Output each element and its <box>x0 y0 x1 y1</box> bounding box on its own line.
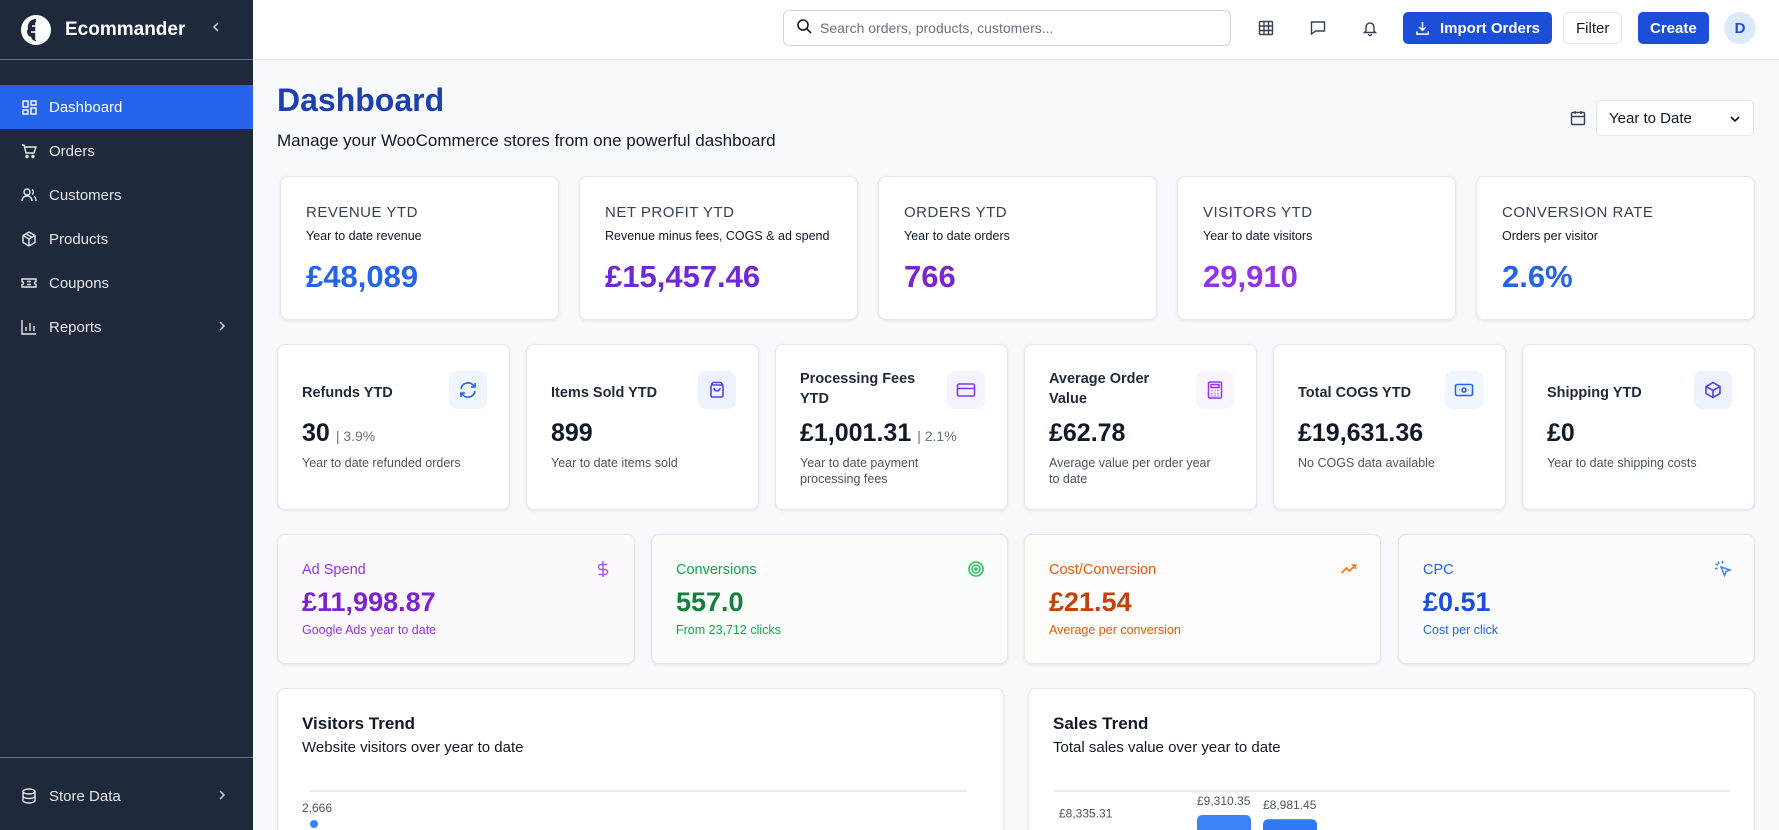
ticket-icon <box>20 274 38 292</box>
kpi-value: 2.6% <box>1502 259 1573 294</box>
sidebar-item-label: Coupons <box>49 274 110 292</box>
calendar-icon <box>1570 110 1586 126</box>
sidebar-item-label: Reports <box>49 318 102 336</box>
users-icon <box>20 186 38 204</box>
stat-card-refunds: Refunds YTD 30 | 3.9% Year to date refund… <box>277 344 510 510</box>
bar-value-label: £8,981.45 <box>1263 798 1317 812</box>
chart-title: Visitors Trend <box>302 714 416 733</box>
app-name: Ecommander <box>65 18 186 40</box>
ad-card-cost-per-conversion: Cost/Conversion £21.54 Average per conve… <box>1024 534 1381 664</box>
database-icon <box>20 787 38 805</box>
stat-card-total-cogs: Total COGS YTD £19,631.36 No COGS data a… <box>1273 344 1506 510</box>
brand: Ecommander <box>0 0 253 60</box>
kpi-card-orders: ORDERS YTD Year to date orders 766 <box>878 176 1157 320</box>
visitors-chart: 2,666 <box>302 790 967 828</box>
sidebar-item-label: Products <box>49 230 109 248</box>
stat-card-shipping: Shipping YTD £0 Year to date shipping co… <box>1522 344 1755 510</box>
kpi-card-visitors: VISITORS YTD Year to date visitors 29,91… <box>1177 176 1456 320</box>
date-range-select[interactable]: Year to Date <box>1596 100 1754 136</box>
kpi-card-revenue: REVENUE YTD Year to date revenue £48,089 <box>280 176 559 320</box>
sidebar-item-orders[interactable]: Orders <box>0 129 253 173</box>
collapse-sidebar-icon[interactable] <box>206 17 226 37</box>
ad-card-conversions: Conversions 557.0 From 23,712 clicks <box>651 534 1008 664</box>
chart-subtitle: Website visitors over year to date <box>302 739 524 756</box>
sidebar-item-reports[interactable]: Reports <box>0 305 253 349</box>
data-point <box>310 820 318 828</box>
sales-bar <box>1263 819 1317 830</box>
kpi-value: £15,457.46 <box>605 259 761 294</box>
search-icon <box>796 18 812 39</box>
grid-icon <box>20 98 38 116</box>
refresh-icon <box>449 371 487 409</box>
trending-up-icon <box>1340 560 1358 578</box>
page-title: Dashboard <box>277 82 445 118</box>
ad-card-ad-spend: Ad Spend £11,998.87 Google Ads year to d… <box>277 534 635 664</box>
sales-bar <box>1197 815 1251 830</box>
filter-button[interactable]: Filter <box>1563 12 1623 44</box>
cart-icon <box>20 142 38 160</box>
sidebar-item-customers[interactable]: Customers <box>0 173 253 217</box>
kpi-card-net-profit: NET PROFIT YTD Revenue minus fees, COGS … <box>579 176 858 320</box>
chevron-right-icon <box>217 319 227 336</box>
create-button[interactable]: Create <box>1638 12 1709 44</box>
kpi-card-conversion-rate: CONVERSION RATE Orders per visitor 2.6% <box>1476 176 1755 320</box>
ad-card-cpc: CPC £0.51 Cost per click <box>1398 534 1755 664</box>
kpi-value: 29,910 <box>1203 259 1298 294</box>
bar-value-label: £9,310.35 <box>1197 794 1251 808</box>
avatar[interactable]: D <box>1724 12 1756 44</box>
sales-trend-card: Sales Trend Total sales value over year … <box>1028 688 1755 830</box>
sidebar-item-label: Orders <box>49 142 95 160</box>
import-orders-button[interactable]: Import Orders <box>1403 12 1553 44</box>
sidebar: Ecommander Dashboard Orders Customers Pr… <box>0 0 253 830</box>
sidebar-item-store-data[interactable]: Store Data <box>0 774 253 818</box>
stat-card-average-order-value: Average Order Value £62.78 Average value… <box>1024 344 1257 510</box>
sidebar-item-products[interactable]: Products <box>0 217 253 261</box>
package-icon <box>20 230 38 248</box>
brain-logo-icon <box>20 14 52 46</box>
visitors-trend-card: Visitors Trend Website visitors over yea… <box>277 688 1004 830</box>
search-input[interactable] <box>820 20 1200 36</box>
search-box[interactable] <box>783 10 1231 46</box>
message-icon[interactable] <box>1307 17 1329 39</box>
sidebar-footer: Store Data <box>0 757 253 830</box>
sidebar-item-label: Dashboard <box>49 98 123 116</box>
credit-card-icon <box>947 371 985 409</box>
pointer-click-icon <box>1714 560 1733 578</box>
target-icon <box>967 560 985 578</box>
kpi-value: 766 <box>904 259 956 294</box>
bar-value-label: £8,335.31 <box>1059 807 1113 821</box>
chart-title: Sales Trend <box>1053 714 1149 733</box>
shopping-bag-icon <box>698 371 736 409</box>
sidebar-item-label: Store Data <box>49 787 121 805</box>
sidebar-item-label: Customers <box>49 186 122 204</box>
stat-card-processing-fees: Processing Fees YTD £1,001.31 | 2.1% Year… <box>775 344 1008 510</box>
chevron-down-icon <box>1729 112 1741 129</box>
download-icon <box>1415 21 1430 36</box>
sales-chart: £8,335.31 £9,310.35 £8,981.45 <box>1054 790 1730 830</box>
top-header: Import Orders Filter Create D <box>253 0 1779 60</box>
dollar-icon <box>594 560 612 578</box>
bar-chart-icon <box>20 318 38 336</box>
sidebar-item-coupons[interactable]: Coupons <box>0 261 253 305</box>
banknote-icon <box>1445 371 1483 409</box>
stat-card-items-sold: Items Sold YTD 899 Year to date items so… <box>526 344 759 510</box>
table-icon[interactable] <box>1255 17 1277 39</box>
sidebar-nav: Dashboard Orders Customers Products Coup… <box>0 85 253 349</box>
calculator-icon <box>1196 371 1234 409</box>
sidebar-item-dashboard[interactable]: Dashboard <box>0 85 253 129</box>
chevron-right-icon <box>217 788 227 805</box>
kpi-value: £48,089 <box>306 259 419 294</box>
page-subtitle: Manage your WooCommerce stores from one … <box>277 131 776 150</box>
chart-subtitle: Total sales value over year to date <box>1053 739 1281 756</box>
bell-icon[interactable] <box>1359 17 1381 39</box>
data-point-label: 2,666 <box>302 801 332 815</box>
box-icon <box>1694 371 1732 409</box>
